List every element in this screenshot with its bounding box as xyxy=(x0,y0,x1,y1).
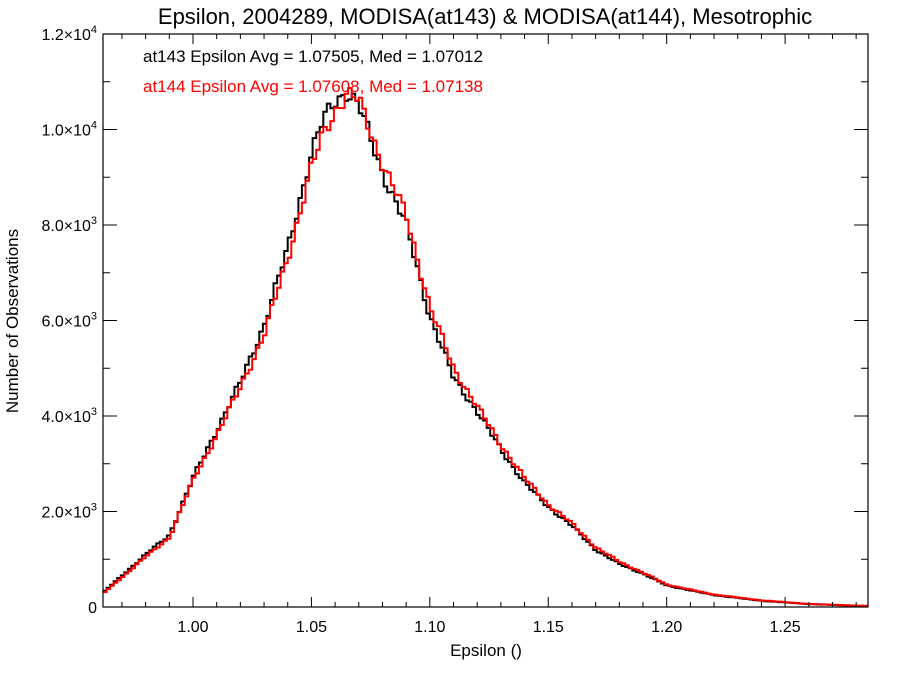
plot-frame xyxy=(102,33,869,608)
y-tick-label: 4.0×103 xyxy=(41,406,97,426)
y-tick-label: 2.0×103 xyxy=(41,502,97,522)
x-tick-label: 1.25 xyxy=(770,619,801,636)
annotation-1: at143 Epsilon Avg = 1.07505, Med = 1.070… xyxy=(143,47,483,66)
y-tick-exponent: 3 xyxy=(91,502,97,514)
chart-title: Epsilon, 2004289, MODISA(at143) & MODISA… xyxy=(158,4,812,29)
y-tick-mantissa: 8.0×10 xyxy=(41,218,90,235)
y-tick-label: 6.0×103 xyxy=(41,311,97,331)
x-tick-label: 1.15 xyxy=(533,619,564,636)
y-tick-mantissa: 0 xyxy=(88,600,97,617)
y-tick-mantissa: 1.2×10 xyxy=(41,27,90,44)
x-tick-label: 1.20 xyxy=(651,619,682,636)
x-tick-label: 1.00 xyxy=(177,619,208,636)
y-tick-label: 1.0×104 xyxy=(41,120,97,140)
y-tick-exponent: 3 xyxy=(91,215,97,227)
y-tick-label: 0 xyxy=(88,600,97,617)
x-tick-label: 1.10 xyxy=(414,619,445,636)
y-tick-mantissa: 2.0×10 xyxy=(41,505,90,522)
y-tick-exponent: 3 xyxy=(91,406,97,418)
y-tick-exponent: 4 xyxy=(91,24,97,36)
chart-annotations: at143 Epsilon Avg = 1.07505, Med = 1.070… xyxy=(143,47,483,96)
y-tick-label: 1.2×104 xyxy=(41,24,97,44)
series-lines xyxy=(103,87,868,608)
y-tick-exponent: 4 xyxy=(91,120,97,132)
series-line-2 xyxy=(103,87,868,608)
y-tick-mantissa: 1.0×10 xyxy=(41,123,90,140)
y-axis: 02.0×1034.0×1036.0×1038.0×1031.0×1041.2×… xyxy=(41,24,868,617)
series-line-1 xyxy=(103,92,868,607)
y-tick-label: 8.0×103 xyxy=(41,215,97,235)
y-tick-mantissa: 4.0×10 xyxy=(41,409,90,426)
x-axis-label: Epsilon () xyxy=(450,641,522,660)
annotation-2: at144 Epsilon Avg = 1.07608, Med = 1.071… xyxy=(143,77,483,96)
x-axis: 1.00 1.05 1.10 1.15 1.20 1.25 xyxy=(121,34,857,636)
x-tick-label: 1.05 xyxy=(296,619,327,636)
y-tick-exponent: 3 xyxy=(91,311,97,323)
y-tick-mantissa: 6.0×10 xyxy=(41,314,90,331)
y-axis-label: Number of Observations xyxy=(3,229,22,413)
